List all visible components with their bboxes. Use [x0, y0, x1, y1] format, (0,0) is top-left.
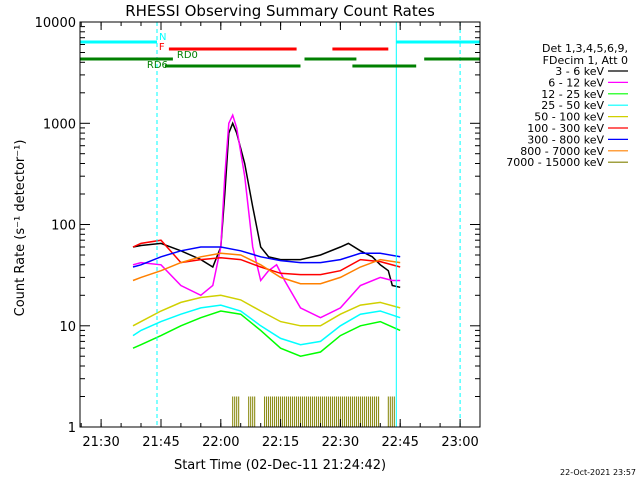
legend-label: 12 - 25 keV: [541, 88, 604, 101]
y-tick-label: 1: [68, 421, 76, 436]
legend-label: 6 - 12 keV: [548, 76, 604, 89]
flag-label-f: F: [159, 42, 165, 53]
series-line-6: [132, 246, 401, 268]
x-tick-label: 21:45: [142, 435, 179, 450]
x-tick-label: 22:45: [381, 435, 418, 450]
series-layer: [132, 113, 401, 427]
x-axis-label: Start Time (02-Dec-11 21:24:42): [174, 458, 386, 473]
x-tick-label: 22:30: [322, 435, 359, 450]
legend-header-line-2: FDecim 1, Att 0: [543, 54, 628, 67]
series-line-0: [132, 121, 401, 289]
series-line-1: [132, 113, 401, 319]
y-tick-label: 10000: [35, 16, 76, 31]
legend-label: 800 - 7000 keV: [520, 145, 604, 158]
legend-header-line-1: Det 1,3,4,5,6,9,: [542, 42, 628, 55]
legend-label: 100 - 300 keV: [527, 122, 604, 135]
series-line-7: [132, 252, 401, 285]
legend-label: 3 - 6 keV: [555, 65, 604, 78]
flag-label-rd0: RD0: [177, 50, 198, 61]
chart-title: RHESSI Observing Summary Count Rates: [125, 2, 435, 20]
x-axis: 21:30 21:45 22:00 22:15 22:30 22:45 23:00: [80, 22, 481, 450]
legend-label: 300 - 800 keV: [527, 133, 604, 146]
series-line-5: [132, 239, 401, 276]
legend-label: 50 - 100 keV: [534, 111, 604, 124]
x-tick-label: 22:15: [262, 435, 299, 450]
x-tick-label: 22:00: [202, 435, 239, 450]
flag-bars-layer: NF RD0 RD6: [80, 32, 480, 71]
y-axis-label: Count Rate (s⁻¹ detector⁻¹): [13, 140, 28, 317]
series-line-4: [132, 294, 401, 327]
y-tick-label: 100: [51, 219, 76, 234]
flag-label-rd6: RD6: [147, 60, 168, 71]
y-axis: 1 10 100 1000 10000: [35, 16, 480, 436]
y-tick-label: 10: [59, 320, 76, 335]
footer-timestamp: 22-Oct-2021 23:57: [560, 468, 636, 477]
series-line-2: [132, 310, 401, 357]
legend: Det 1,3,4,5,6,9, FDecim 1, Att 0 3 - 6 k…: [506, 42, 628, 169]
series-line-3: [132, 304, 401, 346]
flag-label-n: N: [159, 32, 166, 43]
x-tick-label: 23:00: [441, 435, 478, 450]
series-8: [232, 396, 395, 427]
legend-label: 25 - 50 keV: [541, 99, 604, 112]
x-tick-label: 21:30: [82, 435, 119, 450]
y-tick-label: 1000: [43, 117, 76, 132]
legend-label: 7000 - 15000 keV: [506, 156, 604, 169]
